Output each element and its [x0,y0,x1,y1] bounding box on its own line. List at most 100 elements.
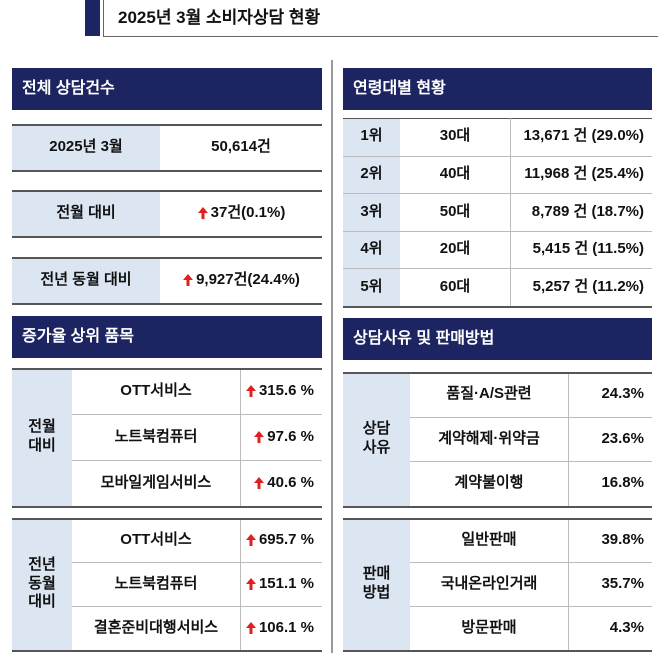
row-border [343,268,652,270]
item-name: 계약해제·위약금 [438,429,540,447]
age-count: 5,415 건 (11.5%) [532,240,644,258]
row-value-text: 9,927건(24.4%) [196,270,300,288]
up-arrow [254,431,265,443]
item-value-text: 106.1 % [258,618,314,636]
item-value: 40.6 % [240,460,322,506]
column-separator [510,118,511,306]
item-name: 계약불이행 [454,474,524,492]
item-name: 노트북컴퓨터 [114,427,198,445]
item-value: 315.6 % [240,368,322,414]
age-group: 50대 [439,202,471,220]
group-label: 전월 대비 [12,368,72,506]
up-arrow [254,477,265,489]
item-value: 151.1 % [240,562,322,606]
group-label: 상담 사유 [343,372,410,506]
row-border [12,124,322,126]
rank: 3위 [343,193,400,231]
row-border [12,190,322,192]
row-value: 9,927건(24.4%) [160,257,322,303]
item-value-text: 40.6 % [267,473,314,491]
item-name: OTT서비스 [120,530,192,548]
item-name: 품질·A/S관련 [446,384,532,402]
item-value-text: 315.6 % [258,381,314,399]
title-accent [85,0,100,36]
item-name: OTT서비스 [120,381,192,399]
section-header: 상담사유 및 판매방법 [343,318,652,360]
section-header: 증가율 상위 품목 [12,316,322,358]
row-separator [410,416,652,418]
row-separator [410,461,652,463]
rank: 4위 [343,230,400,269]
row-border [343,193,652,195]
column-separator [568,518,569,650]
age-group: 20대 [439,240,471,258]
up-arrow [245,622,256,634]
group-label: 판매 방법 [343,518,410,650]
row-label: 2025년 3월 [12,124,160,170]
rank: 5위 [343,268,400,306]
item-value-text: 695.7 % [258,530,314,548]
row-separator [410,562,652,563]
up-arrow [183,274,194,286]
item-value: 106.1 % [240,606,322,650]
row-label: 전월 대비 [12,190,160,236]
group-label: 전년 동월 대비 [12,518,72,650]
row-border [343,118,652,119]
up-arrow [245,385,256,397]
group-border [343,372,652,374]
group-border [12,650,322,652]
row-border [12,303,322,305]
row-separator [72,562,322,563]
title-border [103,36,658,37]
group-border [343,650,652,652]
row-label: 전년 동월 대비 [12,257,160,303]
item-name: 모바일게임서비스 [100,473,212,491]
row-value: 50,614건 [211,137,271,155]
row-value: 37건(0.1%) [160,190,322,236]
age-count: 5,257 건 (11.2%) [532,277,644,295]
age-group: 60대 [439,277,471,295]
up-arrow [197,207,208,219]
item-value: 4.3% [609,618,644,636]
item-name: 노트북컴퓨터 [114,574,198,592]
up-arrow [245,534,256,546]
item-value: 695.7 % [240,518,322,562]
item-value: 23.6% [601,429,644,447]
item-name: 일반판매 [461,530,517,548]
title-border [103,0,104,36]
age-count: 8,789 건 (18.7%) [531,202,644,220]
item-value: 39.8% [601,530,644,548]
row-value-text: 37건(0.1%) [210,203,286,221]
column-separator [568,372,569,506]
row-border [343,155,652,157]
item-name: 방문판매 [461,618,517,636]
item-value-text: 151.1 % [258,574,314,592]
row-separator [410,606,652,607]
section-header: 전체 상담건수 [12,68,322,110]
row-border [12,257,322,259]
age-group: 30대 [439,127,471,145]
row-border [343,306,652,308]
item-value: 24.3% [601,384,644,402]
column-separator [240,518,241,650]
group-border [12,506,322,508]
page-title: 2025년 3월 소비자상담 현황 [118,8,321,28]
row-separator [72,414,322,415]
group-border [343,518,652,520]
item-name: 국내온라인거래 [440,574,538,592]
age-group: 40대 [439,165,471,183]
age-count: 11,968 건 (25.4%) [524,165,644,183]
item-name: 결혼준비대행서비스 [93,618,219,636]
row-separator [72,606,322,607]
up-arrow [245,578,256,590]
item-value: 97.6 % [240,414,322,460]
row-border [12,236,322,238]
rank: 2위 [343,155,400,194]
group-border [343,506,652,508]
section-header: 연령대별 현황 [343,68,652,110]
item-value: 16.8% [601,474,644,492]
group-border [12,518,322,520]
group-border [12,368,322,370]
divider [331,60,333,653]
